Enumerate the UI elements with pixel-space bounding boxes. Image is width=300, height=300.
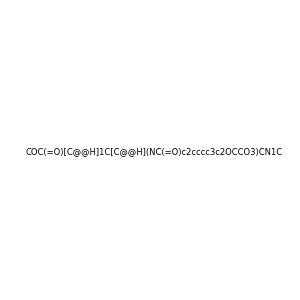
- Text: COC(=O)[C@@H]1C[C@@H](NC(=O)c2cccc3c2OCCO3)CN1C: COC(=O)[C@@H]1C[C@@H](NC(=O)c2cccc3c2OCC…: [25, 147, 282, 156]
